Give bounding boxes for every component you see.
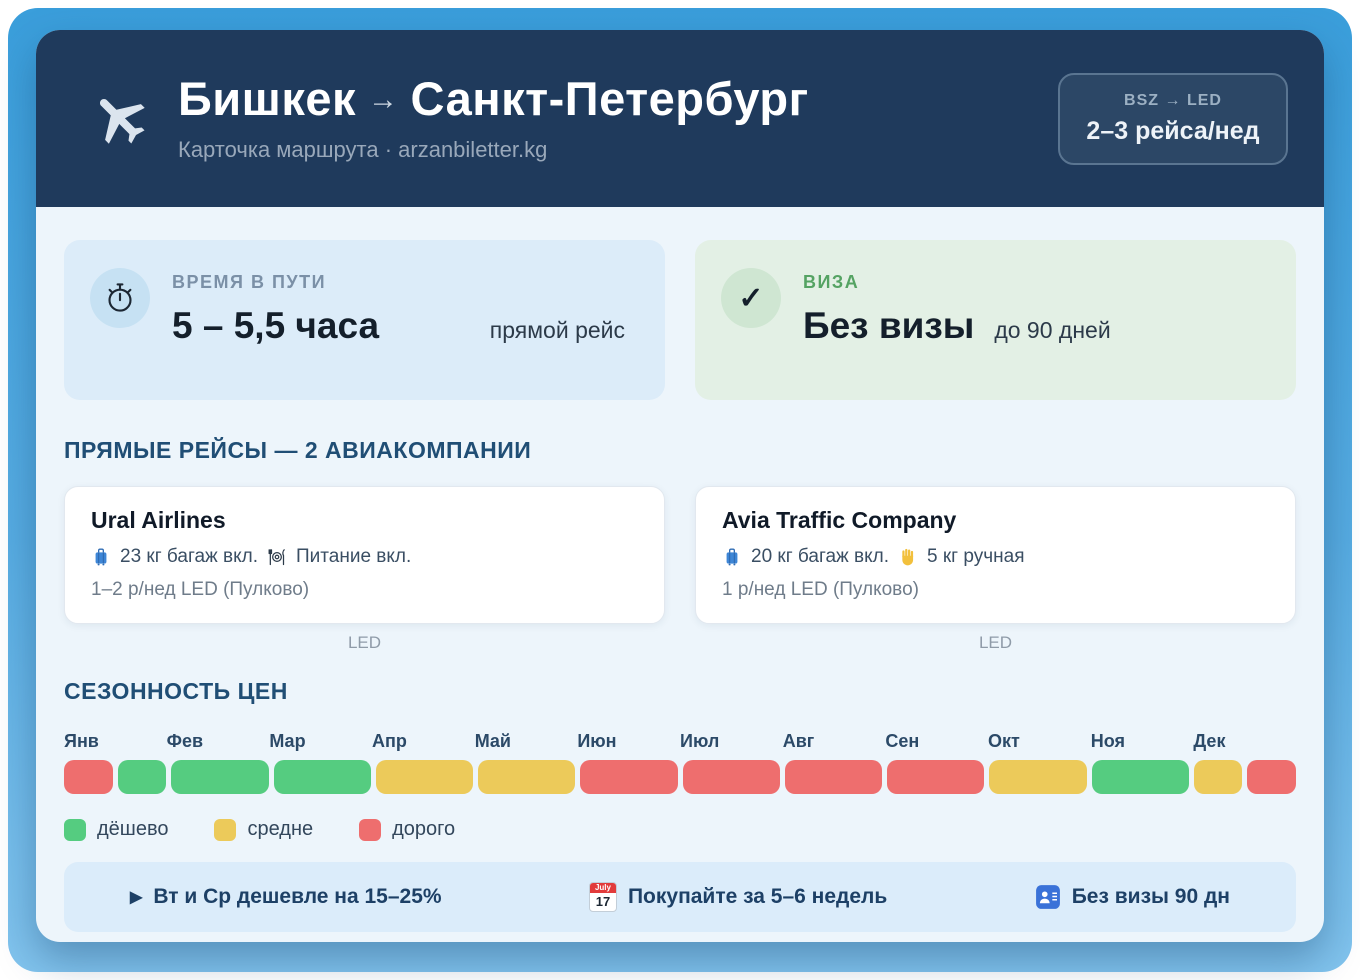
tip-visa-free: Без визы 90 дн <box>1035 884 1230 910</box>
baggage-text: 23 кг багаж вкл. <box>120 546 259 567</box>
duration-note: прямой рейс <box>489 317 625 343</box>
luggage-icon <box>726 548 738 566</box>
airline-card-avia-traffic: Avia Traffic Company 20 кг багаж вкл. <box>695 486 1296 624</box>
price-segment-medium <box>1193 760 1243 794</box>
legend-item-cheap: дёшево <box>64 818 168 841</box>
month-label: Янв <box>64 731 99 751</box>
visa-note: до 90 дней <box>994 317 1111 343</box>
month-label: Дек <box>1193 731 1226 751</box>
month-label: Фев <box>166 731 204 751</box>
duration-content: ВРЕМЯ В ПУТИ 5 – 5,5 часа прямой рейс <box>172 266 625 347</box>
price-segment-medium <box>478 760 576 794</box>
checkmark-icon: ✓ <box>721 268 781 328</box>
tips-bar: ▶ Вт и Ср дешевле на 15–25% July 17 Поку… <box>64 862 1296 932</box>
expensive-swatch-icon <box>359 818 382 841</box>
hand-icon <box>902 548 914 566</box>
month-label: Окт <box>988 731 1020 751</box>
airline-name: Ural Airlines <box>91 507 226 533</box>
price-segment-cheap <box>1091 760 1189 794</box>
luggage-icon <box>95 548 107 566</box>
airline-card-ural: Ural Airlines 23 кг багаж вкл. <box>64 486 665 624</box>
route-card: Бишкек → Санкт-Петербург Карточка маршрута… <box>36 30 1324 942</box>
months-row: Янв Фев Мар Апр Май Июн Июл Авг Сен Окт Ноя Дек <box>64 731 1296 752</box>
passport-icon <box>1035 885 1060 909</box>
medium-swatch-icon <box>214 818 237 841</box>
month-label: Май <box>474 731 511 751</box>
card-header: Бишкек → Санкт-Петербург Карточка маршрута… <box>36 30 1324 207</box>
tip-text: Без визы 90 дн <box>1071 885 1230 908</box>
summary-row: ВРЕМЯ В ПУТИ 5 – 5,5 часа прямой рейс ✓ … <box>64 240 1296 400</box>
price-legend: дёшево средне дорого <box>64 818 1296 841</box>
visa-card: ✓ ВИЗА Без визы до 90 дней <box>695 240 1296 400</box>
play-icon: ▶ <box>130 889 143 906</box>
baggage-text: 20 кг багаж вкл. <box>751 546 890 567</box>
airline-name: Avia Traffic Company <box>722 507 957 533</box>
price-segment-expensive <box>887 760 985 794</box>
meal-text: Питание вкл. <box>296 546 412 567</box>
legend-item-expensive: дорого <box>359 818 455 841</box>
legend-item-medium: средне <box>214 818 313 841</box>
page-background: Бишкек → Санкт-Петербург Карточка маршрута… <box>8 8 1352 972</box>
month-label: Июл <box>680 731 720 751</box>
hand-luggage-text: 5 кг ручная <box>927 546 1025 567</box>
card-body: ВРЕМЯ В ПУТИ 5 – 5,5 часа прямой рейс ✓ … <box>36 207 1324 932</box>
price-segment-expensive <box>784 760 882 794</box>
duration-card: ВРЕМЯ В ПУТИ 5 – 5,5 часа прямой рейс <box>64 240 665 400</box>
header-titles: Бишкек → Санкт-Петербург Карточка маршрута… <box>178 75 809 163</box>
airport-caption: LED <box>347 633 382 652</box>
direct-flights-title: ПРЯМЫЕ РЕЙСЫ — 2 АВИАКОМПАНИИ <box>64 437 532 463</box>
airline-column: Ural Airlines 23 кг багаж вкл. <box>64 486 665 653</box>
price-segment-expensive <box>682 760 780 794</box>
page-title: Бишкек → Санкт-Петербург <box>178 75 809 122</box>
stopwatch-icon <box>90 268 150 328</box>
month-label: Апр <box>372 731 407 751</box>
tip-text: Вт и Ср дешевле на 15–25% <box>153 885 442 908</box>
price-segment-cheap <box>117 760 167 794</box>
cheap-swatch-icon <box>64 818 86 841</box>
price-segment-medium <box>375 760 473 794</box>
month-label: Сен <box>885 731 920 751</box>
seasonality-bar <box>64 760 1296 794</box>
price-segment-medium <box>989 760 1087 794</box>
airport-caption: LED <box>978 633 1013 652</box>
visa-label: ВИЗА <box>803 272 860 292</box>
frequency-badge: BSZ → LED 2–3 рейса/нед <box>1058 72 1288 165</box>
month-label: Ноя <box>1090 731 1125 751</box>
price-segment-expensive <box>64 760 113 794</box>
month-label: Июн <box>577 731 617 751</box>
visa-content: ВИЗА Без визы до 90 дней <box>803 266 1256 347</box>
price-segment-expensive <box>1247 760 1296 794</box>
seasonality-title: СЕЗОННОСТЬ ЦЕН <box>64 678 288 704</box>
visa-value: Без визы <box>803 305 975 346</box>
airline-column: Avia Traffic Company 20 кг багаж вкл. <box>695 486 1296 653</box>
subtitle: Карточка маршрута · arzanbiletter.kg <box>178 136 548 162</box>
plane-icon <box>75 73 166 164</box>
airlines-row: Ural Airlines 23 кг багаж вкл. <box>64 486 1296 653</box>
month-label: Авг <box>782 731 815 751</box>
badge-frequency: 2–3 рейса/нед <box>1086 116 1260 145</box>
duration-value: 5 – 5,5 часа <box>172 305 380 346</box>
route-to: Санкт-Петербург <box>410 71 809 125</box>
month-label: Мар <box>269 731 306 751</box>
route-arrow-icon: → <box>368 82 399 116</box>
route-from: Бишкек <box>178 71 357 125</box>
tip-text: Покупайте за 5–6 недель <box>627 885 888 908</box>
price-segment-cheap <box>171 760 269 794</box>
calendar-icon: July 17 <box>588 882 617 912</box>
frequency-text: 1 р/нед LED (Пулково) <box>722 579 919 600</box>
frequency-text: 1–2 р/нед LED (Пулково) <box>91 579 310 600</box>
price-segment-expensive <box>580 760 678 794</box>
duration-label: ВРЕМЯ В ПУТИ <box>172 272 327 292</box>
price-segment-cheap <box>273 760 371 794</box>
badge-airport-codes: BSZ → LED <box>1124 91 1222 109</box>
tip-weekday-discount: ▶ Вт и Ср дешевле на 15–25% <box>130 885 442 909</box>
meal-icon <box>268 549 285 566</box>
tip-buy-ahead: July 17 Покупайте за 5–6 недель <box>588 882 888 912</box>
